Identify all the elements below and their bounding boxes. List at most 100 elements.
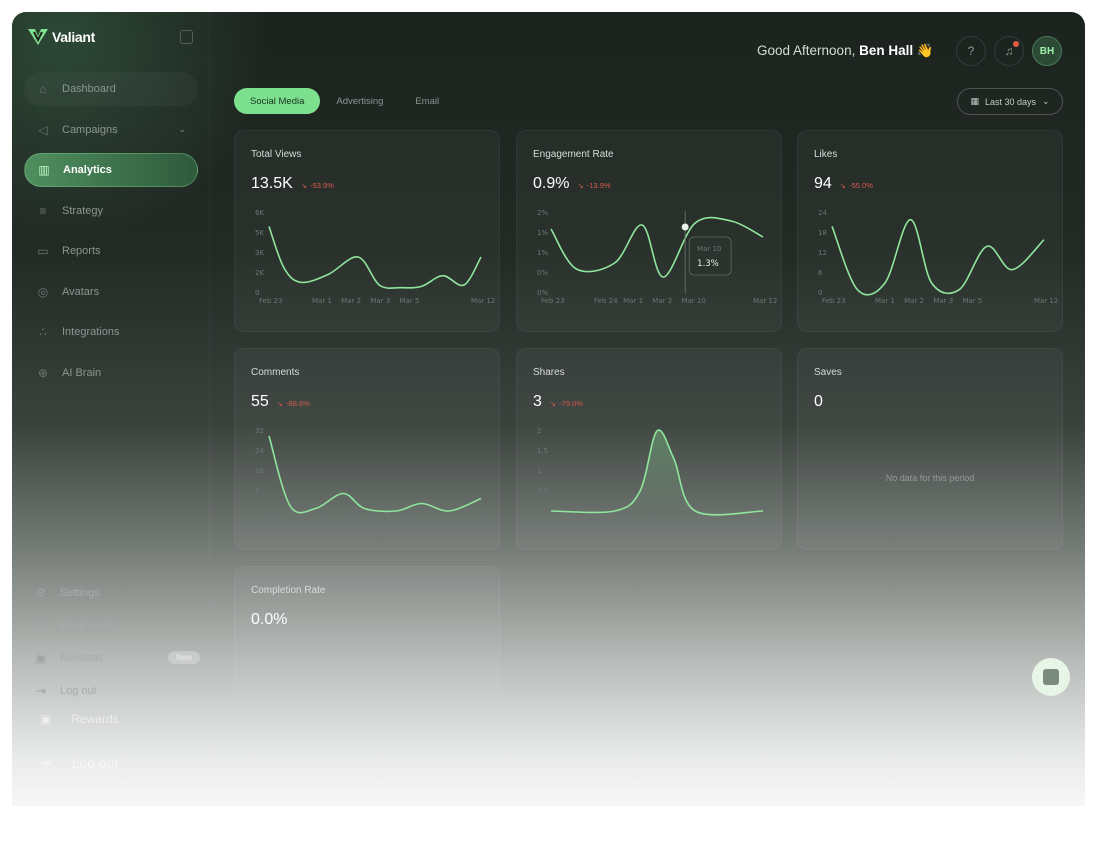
wave-emoji: 👋 [916, 43, 934, 58]
metric-delta: ↘ -53.9% [301, 181, 334, 190]
y-tick-label: 12 [818, 249, 827, 257]
metric-delta: ↘ -79.0% [550, 399, 583, 408]
ghost-logout: ⇥ Log out [40, 754, 118, 771]
x-tick-label: Feb 23 [259, 515, 283, 523]
brain-icon: ⊕ [37, 365, 49, 380]
x-tick-label: Mar 12 [753, 515, 777, 523]
y-tick-label: 1.5 [537, 447, 548, 455]
help-icon: ? [967, 44, 975, 58]
gear-icon: ⚙ [35, 586, 47, 601]
card-title: Shares [533, 367, 565, 378]
gift-icon: ▣ [35, 651, 47, 666]
x-tick-label: Mar 1 [623, 297, 643, 305]
notifications-button[interactable]: ♫ [994, 36, 1024, 66]
sidebar-item-dashboard[interactable]: ⌂ Dashboard [24, 72, 198, 106]
trend-down-icon: ↘ [300, 181, 308, 190]
sidebar-item-avatars[interactable]: ◎ Avatars [24, 275, 198, 309]
trend-down-icon: ↘ [577, 181, 584, 190]
bar-chart-icon: ▥ [38, 163, 50, 177]
x-tick-label: Mar 2 [904, 297, 924, 305]
tooltip-date: Mar 10 [697, 245, 721, 253]
line-chart: 2%1%1%0%0%Feb 23 Feb 24 Mar 1 Mar 2 Mar 10 Ma… [537, 209, 777, 305]
series-line [550, 216, 764, 278]
date-range-label: Last 30 days [984, 96, 1036, 107]
greeting: Good Afternoon, Ben Hall 👋 [757, 43, 934, 59]
brand-logo[interactable]: Valiant [28, 28, 95, 46]
notification-dot [1013, 41, 1019, 47]
x-tick-label: Mar 5 [962, 297, 982, 305]
sidebar-item-label: Strategy [62, 204, 103, 217]
logout-icon: ⇥ [40, 754, 52, 770]
card-value-row: 55 ↘ -68.6% [251, 393, 310, 411]
y-tick-label: 0% [537, 289, 548, 297]
y-tick-label: 0 [255, 507, 259, 515]
sidebar-item-analytics[interactable]: ▥ Analytics [24, 153, 198, 187]
sidebar-item-settings[interactable]: ⚙ Settings [34, 577, 204, 610]
series-line [268, 435, 482, 514]
sidebar-item-label: Book a call [60, 619, 114, 632]
x-tick-label: Mar 3 [933, 297, 953, 305]
card-value-row: 94 ↘ -55.0% [814, 175, 873, 193]
sidebar-item-strategy[interactable]: ≡ Strategy [24, 194, 198, 228]
sidebar-item-ai-brain[interactable]: ⊕ AI Brain [24, 356, 198, 390]
y-tick-label: 3K [255, 249, 264, 257]
card-title: Saves [814, 367, 842, 378]
sidebar-item-rewards[interactable]: ▣ Rewards New [34, 642, 204, 675]
sidebar-item-label: AI Brain [62, 366, 102, 379]
help-button[interactable]: ? [956, 36, 986, 66]
nodes-icon: ∴ [39, 325, 47, 339]
y-tick-label: 1 [537, 467, 541, 475]
ghost-label: Rewards [71, 712, 119, 726]
y-tick-label: 8 [255, 487, 259, 495]
delta-text: -79.0% [559, 399, 583, 408]
x-tick-label: Mar 10 [681, 297, 705, 305]
tab-email[interactable]: Email [415, 95, 440, 107]
x-tick-label: Mar 3 [370, 297, 390, 305]
metric-card-total-views: Total Views 13.5K ↘ -53.9% 6K 5K 3K 2K 0 Feb 23 Ma… [234, 130, 500, 332]
sidebar-item-book-call[interactable]: ✆ Book a call [34, 610, 204, 643]
y-tick-label: 32 [255, 427, 264, 435]
x-tick-label: Mar 12 [1034, 297, 1058, 305]
ghost-label: Log out [71, 754, 119, 771]
tab-advertising[interactable]: Advertising [336, 95, 384, 107]
card-value-row: 0 [814, 393, 823, 411]
y-tick-label: 0 [255, 289, 259, 297]
sidebar-item-logout[interactable]: ⇥ Log out [34, 675, 204, 708]
chat-support-button[interactable] [1032, 658, 1070, 696]
tooltip-value: 1.3% [697, 259, 719, 269]
x-tick-label: Feb 23 [541, 297, 565, 305]
sidebar-collapse-icon[interactable] [180, 30, 193, 44]
sidebar-item-integrations[interactable]: ∴ Integrations [24, 315, 198, 349]
delta-text: -53.9% [310, 181, 334, 190]
folder-icon: ▭ [37, 244, 49, 258]
hover-point [681, 223, 689, 231]
gift-icon: ▣ [40, 712, 52, 726]
sidebar-item-label: Reports [62, 245, 101, 257]
megaphone-icon: ◁ [38, 122, 48, 137]
x-tick-label: Mar 2 [341, 297, 361, 305]
no-data-message: No data for this period [885, 473, 975, 483]
y-tick-label: 0.5 [537, 487, 548, 495]
calendar-icon: ▦ [970, 96, 979, 106]
card-value-row: 0.0% [251, 611, 287, 629]
metric-delta: ↘ -68.6% [277, 399, 310, 408]
x-tick-label: Mar 1 [312, 297, 332, 305]
sidebar-item-campaigns[interactable]: ◁ Campaigns ⌄ [24, 113, 198, 147]
delta-text: -13.9% [586, 181, 611, 190]
metric-value: 0 [814, 393, 823, 410]
x-tick-label: Mar 12 [471, 297, 495, 305]
sidebar-item-reports[interactable]: ▭ Reports [24, 234, 198, 268]
metric-card-shares: Shares 3 ↘ -79.0% 2 1.5 1 0.5 0 Feb 23 Feb 24 Mar 1… [516, 348, 782, 550]
metric-delta: ↘ -55.0% [840, 181, 873, 190]
y-tick-label: 2% [537, 209, 548, 217]
metric-card-likes: Likes 94 ↘ -55.0% 24 18 12 6 0 Feb 23 Mar 1 Mar 2 Ma… [797, 130, 1063, 332]
tab-social-media[interactable]: Social Media [234, 88, 321, 114]
edit-list-icon: ≡ [39, 203, 47, 218]
date-range-select[interactable]: ▦ Last 30 days ⌄ [957, 88, 1063, 115]
y-tick-label: 0 [537, 507, 541, 515]
avatar[interactable]: BH [1032, 36, 1062, 66]
bell-icon: ♫ [1004, 44, 1014, 58]
x-tick-label: Mar 5 [399, 297, 419, 305]
